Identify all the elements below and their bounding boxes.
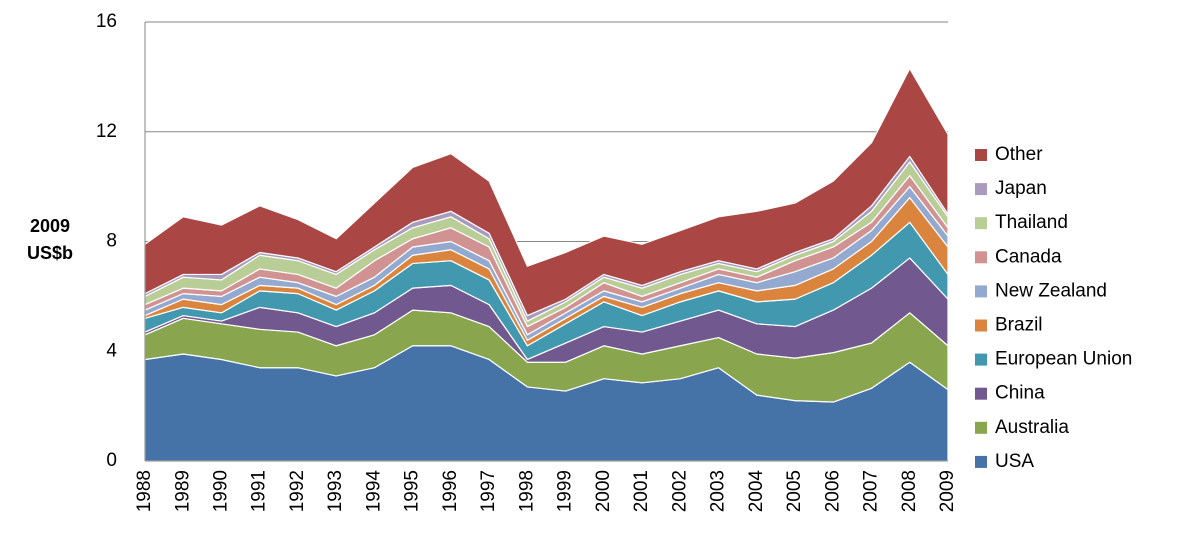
y-axis-title-line: US$b <box>27 243 73 263</box>
legend-label: Japan <box>995 178 1047 199</box>
y-tick-label: 4 <box>106 340 117 361</box>
legend-label: Canada <box>995 246 1062 267</box>
x-tick-label: 1997 <box>478 470 499 512</box>
legend-swatch <box>975 183 987 196</box>
legend-swatch <box>975 455 987 468</box>
x-tick-label: 2005 <box>784 470 805 512</box>
legend-swatch <box>975 285 987 298</box>
legend-swatch <box>975 353 987 366</box>
legend-swatch <box>975 421 987 434</box>
y-tick-label: 8 <box>106 231 117 252</box>
x-tick-label: 2006 <box>822 470 843 512</box>
legend-swatch <box>975 387 987 400</box>
x-tick-label: 2002 <box>669 470 690 512</box>
x-tick-label: 1989 <box>172 470 193 512</box>
x-tick-label: 2009 <box>937 470 958 512</box>
legend-swatch <box>975 251 987 264</box>
legend-swatch <box>975 149 987 161</box>
x-tick-label: 1998 <box>516 470 537 512</box>
y-tick-label: 12 <box>96 121 117 142</box>
legend-swatch <box>975 217 987 230</box>
x-tick-label: 1995 <box>402 470 423 512</box>
area <box>144 68 949 317</box>
x-tick-label: 1996 <box>440 470 461 512</box>
y-axis-title-line: 2009 <box>30 216 70 236</box>
legend-swatch <box>975 319 987 332</box>
x-tick-label: 1992 <box>287 470 308 512</box>
legend-label: New Zealand <box>995 280 1107 301</box>
legend-label: Other <box>995 144 1043 165</box>
legend-label: Australia <box>995 417 1069 438</box>
x-tick-label: 2001 <box>631 470 652 512</box>
x-tick-label: 2003 <box>708 470 729 512</box>
y-tick-label: 16 <box>96 11 117 32</box>
y-tick-label: 0 <box>106 450 117 471</box>
x-tick-label: 1994 <box>363 470 384 513</box>
x-tick-label: 2008 <box>899 470 920 512</box>
x-tick-label: 1993 <box>325 470 346 512</box>
x-tick-label: 1990 <box>210 470 231 512</box>
legend-label: China <box>995 383 1045 404</box>
legend-label: European Union <box>995 349 1132 370</box>
legend-label: Thailand <box>995 212 1068 233</box>
legend-label: Brazil <box>995 315 1043 336</box>
legend-label: USA <box>995 451 1034 472</box>
x-tick-label: 1999 <box>555 470 576 512</box>
x-tick-label: 1991 <box>249 470 270 512</box>
x-tick-label: 1988 <box>134 470 155 512</box>
x-tick-label: 2000 <box>593 470 614 512</box>
x-tick-label: 2007 <box>861 470 882 512</box>
x-tick-label: 2004 <box>746 470 767 513</box>
